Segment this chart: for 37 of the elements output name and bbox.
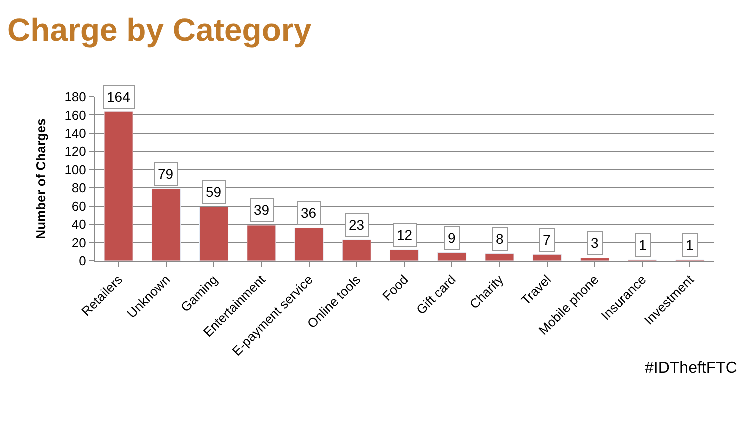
y-tick-label: 160 — [64, 108, 86, 123]
data-label: 36 — [301, 205, 317, 221]
bar — [438, 252, 467, 261]
data-label: 23 — [349, 217, 365, 233]
y-axis-title: Number of Charges — [34, 118, 49, 240]
y-tick-label: 120 — [64, 144, 86, 160]
data-label: 8 — [496, 231, 504, 247]
data-label: 1 — [639, 237, 647, 253]
data-label: 59 — [206, 184, 222, 200]
data-label: 1 — [686, 237, 694, 253]
y-tick-label: 60 — [72, 198, 86, 214]
bar — [580, 258, 610, 261]
bar — [532, 254, 562, 261]
bar — [390, 250, 420, 261]
bar — [152, 188, 181, 261]
data-label: 79 — [158, 166, 174, 182]
y-tick-label: 180 — [64, 90, 86, 105]
y-tick-label: 40 — [72, 217, 86, 232]
text: #IDTheftFTC — [645, 360, 738, 377]
bar — [200, 206, 229, 261]
y-tick-label: 80 — [72, 180, 86, 196]
data-label: 164 — [107, 89, 131, 105]
y-tick-label: 140 — [64, 126, 86, 141]
bar — [485, 253, 514, 261]
y-tick-label: 100 — [64, 162, 86, 178]
data-label: 9 — [448, 230, 456, 246]
bar — [247, 225, 276, 261]
data-label: 3 — [591, 235, 599, 251]
data-label: 7 — [543, 232, 551, 248]
data-label: 39 — [254, 202, 270, 218]
chart-title: Charge by Category — [8, 12, 312, 48]
bar — [104, 111, 134, 261]
bar — [342, 240, 372, 261]
data-label: 12 — [397, 227, 413, 243]
bar — [294, 228, 324, 261]
y-tick-label: 20 — [72, 235, 86, 250]
y-tick-label: 0 — [79, 254, 86, 269]
